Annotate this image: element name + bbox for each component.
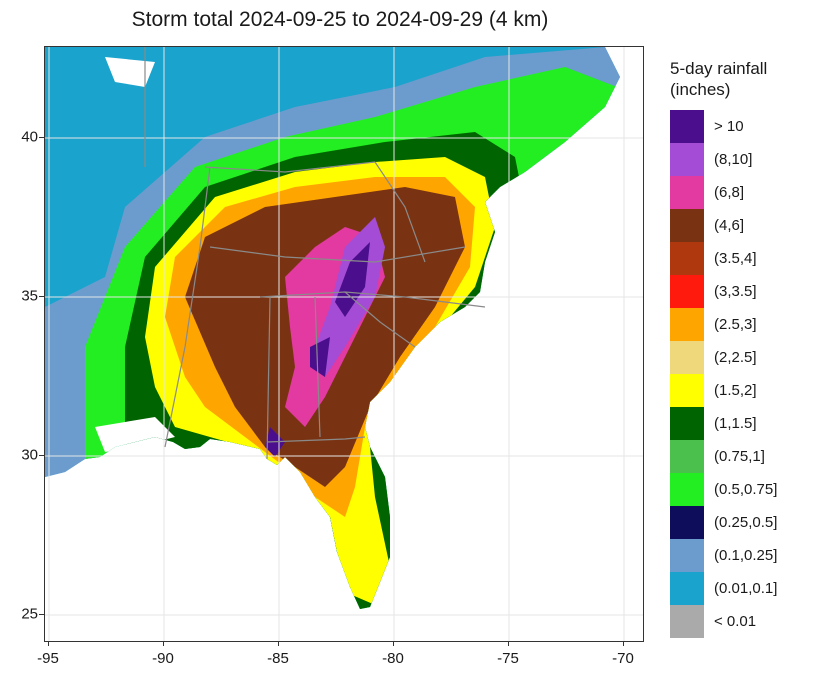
legend-swatch xyxy=(670,308,704,341)
x-tick xyxy=(508,641,509,646)
legend-label: (0.1,0.25] xyxy=(714,547,778,564)
x-tick xyxy=(393,641,394,646)
x-tick-label: -85 xyxy=(267,650,289,667)
legend-swatch xyxy=(670,572,704,605)
legend-label: (0.75,1] xyxy=(714,448,765,465)
legend-swatch xyxy=(670,407,704,440)
legend-swatch xyxy=(670,341,704,374)
legend-swatch xyxy=(670,176,704,209)
legend-item: (3.5,4] xyxy=(670,242,777,275)
legend-swatch xyxy=(670,539,704,572)
legend-item: (6,8] xyxy=(670,176,777,209)
y-tick-label: 40 xyxy=(21,128,38,146)
legend-item: (1.5,2] xyxy=(670,374,777,407)
legend-label: (1,1.5] xyxy=(714,415,757,432)
y-tick-label: 25 xyxy=(21,605,38,623)
legend-item: (1,1.5] xyxy=(670,407,777,440)
legend-label: (6,8] xyxy=(714,184,745,201)
graticule xyxy=(45,47,643,641)
legend-item: (2,2.5] xyxy=(670,341,777,374)
x-tick xyxy=(163,641,164,646)
legend-label: (1.5,2] xyxy=(714,382,757,399)
x-tick-label: -95 xyxy=(37,650,59,667)
legend-swatch xyxy=(670,209,704,242)
y-tick xyxy=(39,614,44,615)
map-title: Storm total 2024-09-25 to 2024-09-29 (4 … xyxy=(131,8,549,31)
state-boundaries xyxy=(144,47,486,460)
legend-item: (0.01,0.1] xyxy=(670,572,777,605)
map-panel[interactable] xyxy=(44,46,644,642)
legend-label: (2.5,3] xyxy=(714,316,757,333)
legend-item: (0.1,0.25] xyxy=(670,539,777,572)
legend-swatch xyxy=(670,143,704,176)
y-tick xyxy=(39,137,44,138)
legend-item: (3,3.5] xyxy=(670,275,777,308)
legend-item: (0.25,0.5] xyxy=(670,506,777,539)
legend-item: (0.5,0.75] xyxy=(670,473,777,506)
legend: 5-day rainfall (inches) > 10 (8,10] (6,8] (… xyxy=(670,58,777,638)
legend-swatch xyxy=(670,275,704,308)
x-tick-label: -70 xyxy=(612,650,634,667)
y-tick xyxy=(39,455,44,456)
legend-swatch xyxy=(670,605,704,638)
legend-label: (4,6] xyxy=(714,217,745,234)
x-tick xyxy=(48,641,49,646)
legend-swatch xyxy=(670,506,704,539)
legend-swatch xyxy=(670,110,704,143)
legend-title: 5-day rainfall (inches) xyxy=(670,59,768,99)
legend-item: (8,10] xyxy=(670,143,777,176)
x-tick-label: -75 xyxy=(497,650,519,667)
legend-items: > 10 (8,10] (6,8] (4,6] (3.5,4] (3,3.5] (2.5,3… xyxy=(670,110,777,638)
legend-label: (3,3.5] xyxy=(714,283,757,300)
y-tick-label: 30 xyxy=(21,446,38,464)
y-tick-label: 35 xyxy=(21,287,38,305)
legend-label: (0.25,0.5] xyxy=(714,514,778,531)
legend-label: (2,2.5] xyxy=(714,349,757,366)
x-tick xyxy=(278,641,279,646)
legend-label: < 0.01 xyxy=(714,613,757,630)
legend-label: (8,10] xyxy=(714,151,753,168)
rainfall-map[interactable] xyxy=(45,47,643,641)
legend-item: > 10 xyxy=(670,110,777,143)
legend-item: (0.75,1] xyxy=(670,440,777,473)
legend-label: (3.5,4] xyxy=(714,250,757,267)
x-tick xyxy=(623,641,624,646)
legend-label: (0.01,0.1] xyxy=(714,580,778,597)
legend-swatch xyxy=(670,440,704,473)
legend-swatch xyxy=(670,242,704,275)
x-tick-label: -80 xyxy=(382,650,404,667)
legend-item: < 0.01 xyxy=(670,605,777,638)
legend-swatch xyxy=(670,473,704,506)
legend-item: (4,6] xyxy=(670,209,777,242)
y-tick xyxy=(39,296,44,297)
x-tick-label: -90 xyxy=(152,650,174,667)
legend-swatch xyxy=(670,374,704,407)
legend-item: (2.5,3] xyxy=(670,308,777,341)
legend-label: (0.5,0.75] xyxy=(714,481,778,498)
legend-label: > 10 xyxy=(714,118,744,135)
